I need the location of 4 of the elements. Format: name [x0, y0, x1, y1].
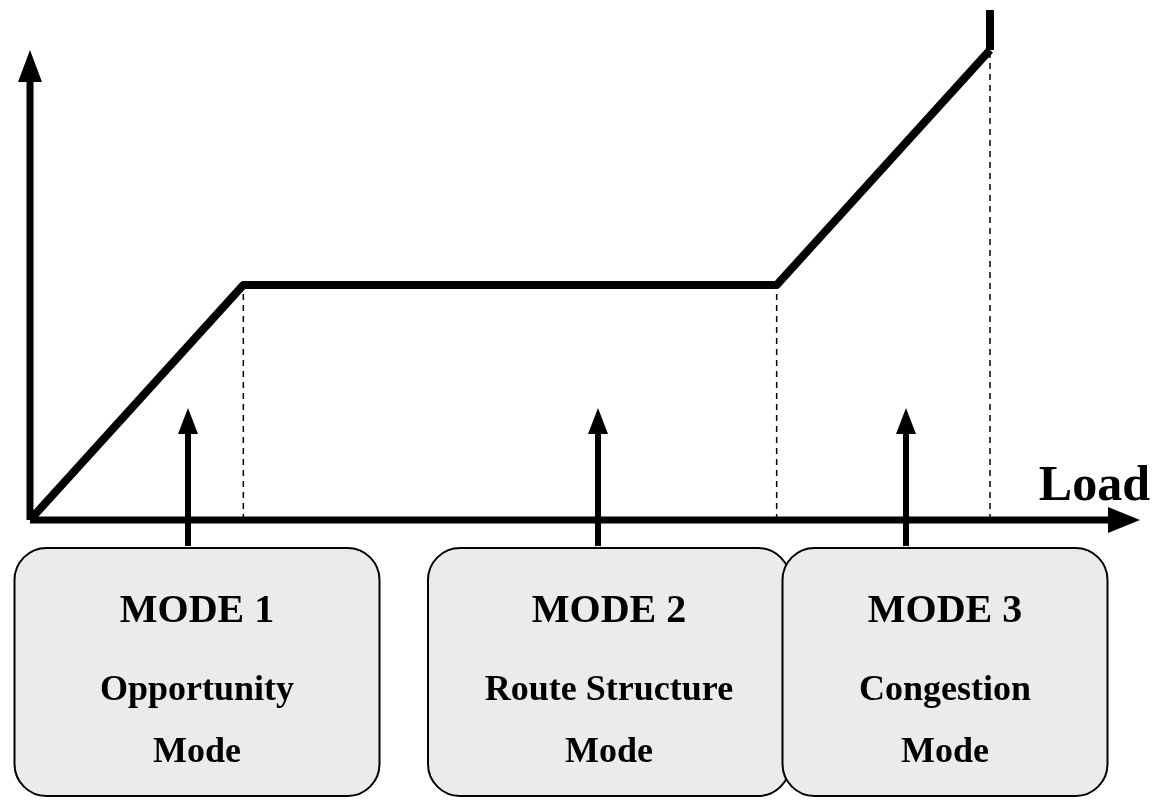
text: MODE 1 Opportunity Mode: [99, 586, 295, 770]
text: MODE 3 Congestion Mode: [858, 586, 1032, 770]
text: MODE 2 Route Structure Mode: [484, 586, 734, 770]
x-axis-title: Load: [1038, 455, 1151, 511]
